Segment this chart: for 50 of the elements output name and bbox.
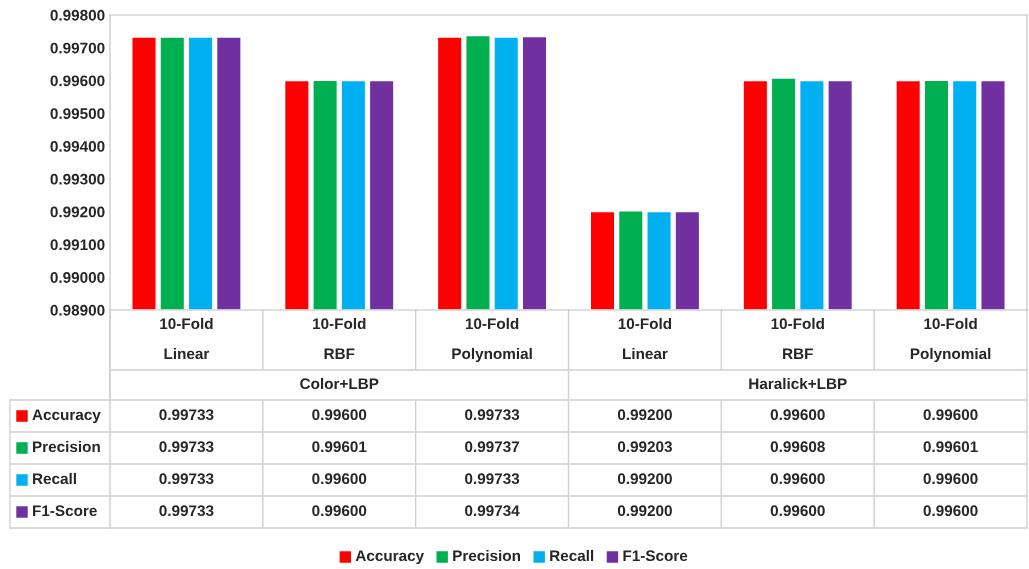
y-tick-label: 0.99700 [50, 42, 105, 54]
data-label: 0.99733 [159, 505, 214, 517]
data-label: 0.99600 [923, 473, 978, 485]
text: F1-Score [623, 550, 688, 562]
y-tick-label: 0.99500 [50, 108, 105, 120]
y-tick-label: 0.99200 [50, 206, 105, 218]
data-label: 0.99737 [465, 441, 520, 453]
y-tick-label: 0.98900 [50, 304, 105, 316]
text: Haralick+LBP [749, 377, 847, 390]
y-tick-label: 0.99400 [50, 140, 105, 152]
text: Precision [453, 549, 521, 562]
data-label: 0.99600 [923, 505, 978, 517]
data-label: 0.99601 [312, 441, 367, 453]
y-tick-label: 0.99600 [50, 75, 105, 87]
category-label: 10-Fold Linear [160, 317, 213, 360]
data-label: 0.99203 [617, 441, 672, 453]
legend-label: F1-Score [33, 505, 97, 517]
category-label: 10-Fold RBF [313, 317, 366, 359]
text: Recall [550, 549, 594, 562]
y-tick-label: 0.99100 [50, 239, 105, 251]
category-label: 10-Fold Linear [618, 317, 672, 360]
data-label: 0.99734 [465, 505, 520, 517]
legend-label: Precision [33, 440, 100, 453]
y-tick-label: 0.99000 [50, 272, 105, 283]
data-label: 0.99600 [770, 473, 825, 485]
data-label: 0.99200 [617, 505, 672, 517]
text: Color+LBP [300, 377, 379, 390]
data-label: 0.99600 [312, 473, 367, 485]
data-label: 0.99600 [923, 409, 978, 421]
legend-label: Recall [33, 472, 76, 485]
data-label: 0.99733 [159, 409, 214, 421]
data-label: 0.99200 [617, 409, 672, 421]
category-label: 10-Fold RBF [771, 317, 824, 359]
data-label: 0.99600 [770, 505, 825, 517]
data-label: 0.99601 [923, 441, 978, 453]
data-label: 0.99600 [312, 505, 367, 517]
data-label: 0.99733 [159, 441, 214, 453]
category-label: 10-Fold Polynomial [910, 317, 991, 363]
y-tick-label: 0.99800 [50, 9, 105, 21]
data-label: 0.99600 [770, 409, 825, 421]
data-label: 0.99608 [770, 441, 825, 453]
y-tick-label: 0.99300 [50, 173, 105, 185]
data-label: 0.99733 [465, 409, 520, 421]
category-label: 10-Fold Polynomial [452, 317, 532, 363]
data-label: 0.99200 [617, 473, 672, 485]
legend-label: Accuracy [32, 409, 101, 424]
data-label: 0.99733 [159, 473, 214, 485]
text: Accuracy [355, 550, 425, 565]
data-label: 0.99733 [465, 473, 520, 485]
data-label: 0.99600 [312, 409, 367, 421]
